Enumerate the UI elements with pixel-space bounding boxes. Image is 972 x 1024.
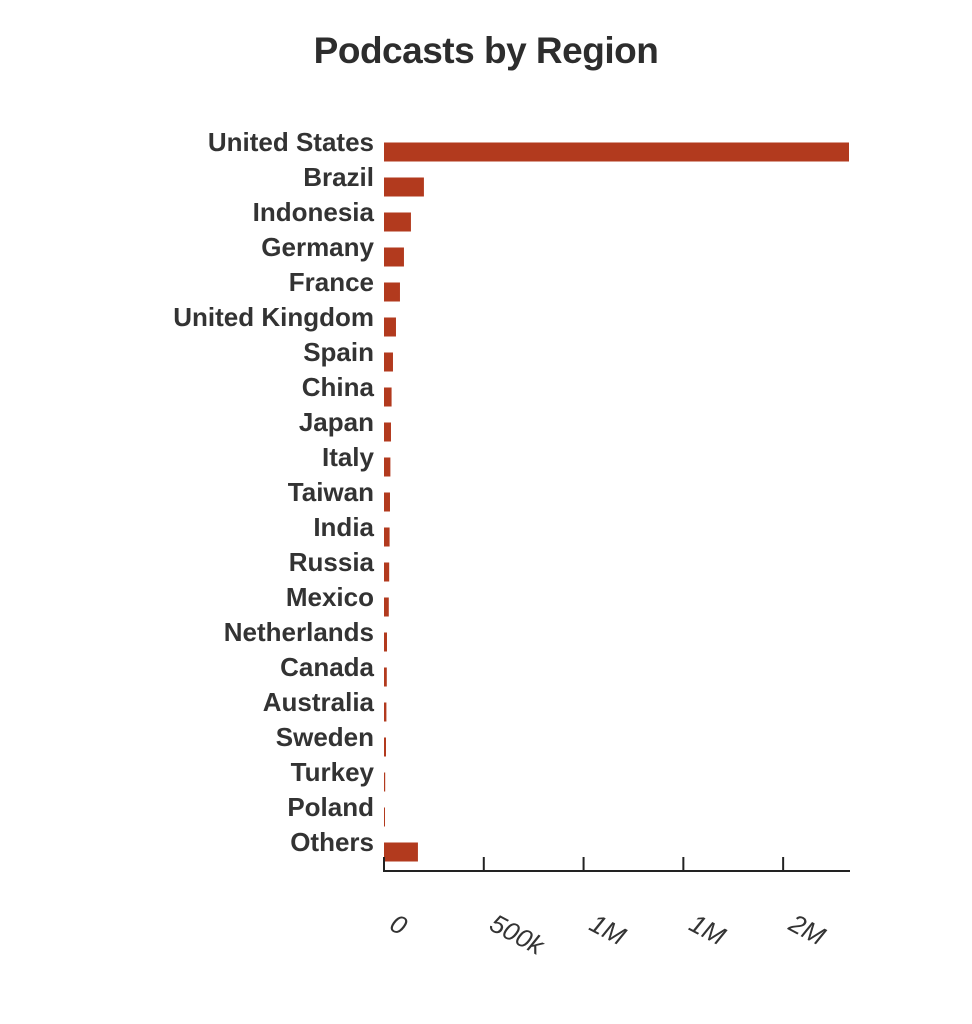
x-axis: 0 500k 1M 1M 2M [383, 857, 850, 962]
category-label: Indonesia [253, 197, 375, 227]
bars-group [384, 142, 849, 862]
category-label: United States [208, 127, 374, 157]
category-label: United Kingdom [173, 302, 374, 332]
bar-france [384, 282, 400, 302]
x-tick-label: 2M [783, 907, 830, 951]
x-tick-label: 0 [385, 908, 412, 942]
bar-sweden [384, 737, 386, 757]
category-label: Sweden [276, 722, 374, 752]
category-label: Italy [322, 442, 375, 472]
chart-title: Podcasts by Region [313, 30, 659, 71]
category-label: Brazil [303, 162, 374, 192]
bar-germany [384, 247, 404, 267]
bar-turkey [384, 772, 386, 792]
bar-canada [384, 667, 387, 687]
category-label: France [289, 267, 374, 297]
bar-spain [384, 352, 393, 372]
category-label: China [302, 372, 375, 402]
category-label: Mexico [286, 582, 374, 612]
bar-others [384, 842, 418, 862]
category-label: Others [290, 827, 374, 857]
category-labels-group: United States Brazil Indonesia Germany Franc… [173, 127, 374, 857]
category-label: Netherlands [224, 617, 374, 647]
bar-united-kingdom [384, 317, 396, 337]
category-label: Canada [280, 652, 374, 682]
bar-india [384, 527, 390, 547]
bar-japan [384, 422, 391, 442]
bar-china [384, 387, 392, 407]
x-tick-label: 1M [585, 908, 631, 952]
category-label: Taiwan [288, 477, 374, 507]
bar-poland [384, 807, 385, 827]
category-label: Turkey [291, 757, 375, 787]
category-label: Australia [263, 687, 375, 717]
category-label: Spain [303, 337, 374, 367]
bar-united-states [384, 142, 849, 162]
x-tick-label: 500k [485, 908, 551, 962]
bar-brazil [384, 177, 424, 197]
bar-mexico [384, 597, 389, 617]
category-label: Japan [299, 407, 374, 437]
bar-taiwan [384, 492, 390, 512]
category-label: Poland [287, 792, 374, 822]
category-label: India [313, 512, 374, 542]
bar-netherlands [384, 632, 387, 652]
bar-australia [384, 702, 387, 722]
bar-indonesia [384, 212, 411, 232]
category-label: Germany [261, 232, 374, 262]
x-tick-label: 1M [685, 908, 731, 952]
bar-italy [384, 457, 391, 477]
bar-russia [384, 562, 390, 582]
category-label: Russia [289, 547, 375, 577]
